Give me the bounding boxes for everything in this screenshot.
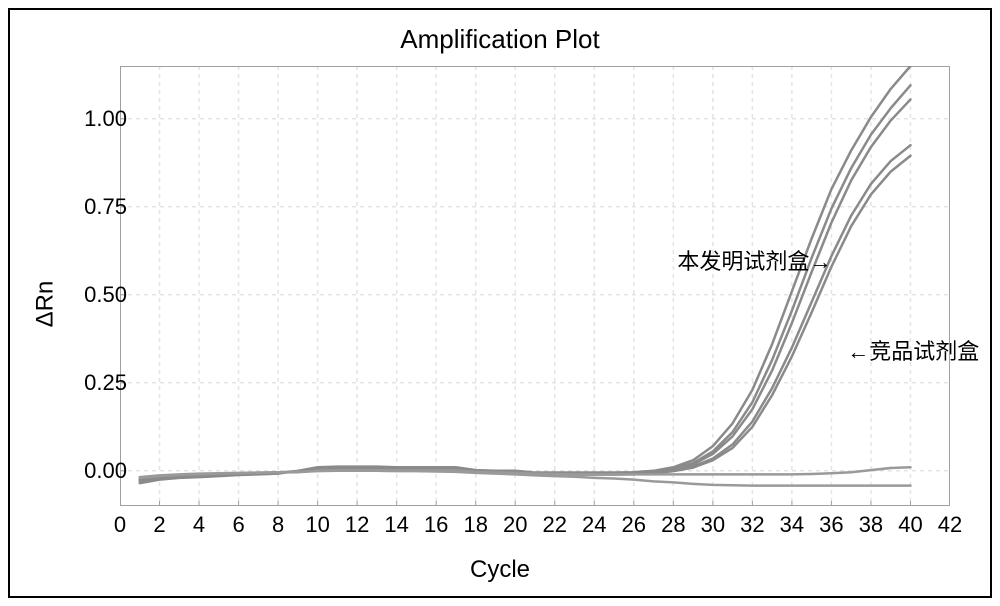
y-tick-label: 0.75 (84, 194, 127, 220)
chart-title: Amplification Plot (30, 24, 970, 55)
x-tick-label: 40 (898, 512, 922, 538)
x-tick-label: 12 (345, 512, 369, 538)
chart-annotation: ←竞品试剂盒 (847, 334, 979, 366)
x-tick-label: 30 (701, 512, 725, 538)
x-tick-label: 8 (272, 512, 284, 538)
x-tick-label: 32 (740, 512, 764, 538)
y-tick-label: 0.25 (84, 370, 127, 396)
x-tick-label: 24 (582, 512, 606, 538)
x-tick-label: 42 (938, 512, 962, 538)
x-tick-label: 16 (424, 512, 448, 538)
x-tick-label: 20 (503, 512, 527, 538)
chart-container: Amplification Plot ΔRn Cycle 02468101214… (30, 24, 970, 584)
x-tick-label: 10 (305, 512, 329, 538)
x-tick-label: 22 (543, 512, 567, 538)
x-tick-label: 2 (153, 512, 165, 538)
y-tick-label: 0.50 (84, 282, 127, 308)
x-tick-label: 18 (463, 512, 487, 538)
plot-svg (120, 66, 950, 506)
y-tick-label: 1.00 (84, 106, 127, 132)
chart-annotation: 本发明试剂盒→ (677, 244, 831, 276)
x-tick-label: 6 (232, 512, 244, 538)
x-tick-label: 14 (384, 512, 408, 538)
plot-area (120, 66, 950, 506)
x-tick-label: 34 (780, 512, 804, 538)
x-tick-label: 26 (622, 512, 646, 538)
x-axis-label: Cycle (470, 556, 530, 584)
x-tick-label: 4 (193, 512, 205, 538)
x-tick-label: 38 (859, 512, 883, 538)
y-axis-label: ΔRn (31, 281, 59, 328)
x-tick-label: 28 (661, 512, 685, 538)
y-tick-label: 0.00 (84, 458, 127, 484)
x-tick-label: 0 (114, 512, 126, 538)
chart-frame: Amplification Plot ΔRn Cycle 02468101214… (8, 8, 992, 598)
x-tick-label: 36 (819, 512, 843, 538)
